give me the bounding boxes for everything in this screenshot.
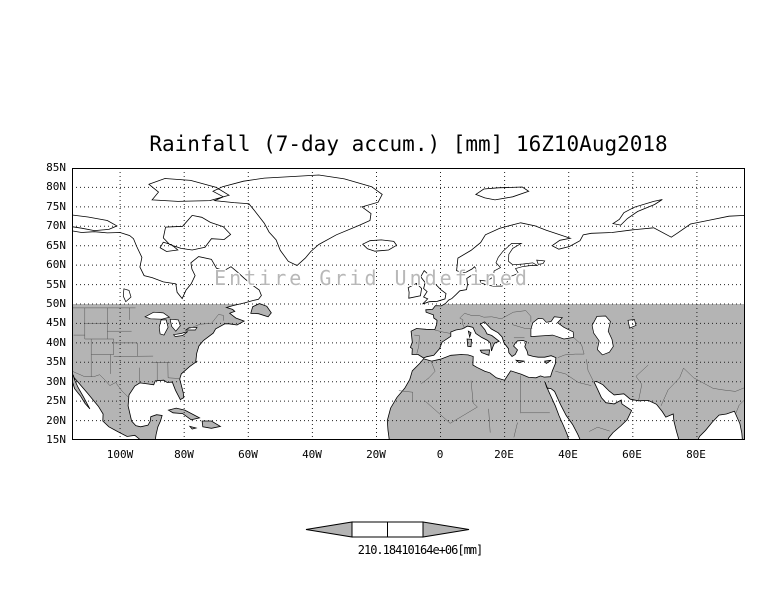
colorbar-left-arrow-icon	[305, 521, 353, 538]
x-axis-tick-label: 80W	[174, 448, 194, 461]
x-axis-tick-label: 40W	[302, 448, 322, 461]
y-axis-tick-label: 40N	[46, 336, 66, 349]
y-axis-tick-label: 55N	[46, 278, 66, 291]
y-axis-tick-label: 80N	[46, 180, 66, 193]
y-axis-tick-label: 70N	[46, 219, 66, 232]
y-axis-tick-label: 20N	[46, 414, 66, 427]
y-axis-tick-label: 30N	[46, 375, 66, 388]
colorbar-label: 210.18410164e+06[mm]	[357, 543, 484, 557]
y-axis-tick-label: 15N	[46, 433, 66, 446]
x-axis-tick-label: 20W	[366, 448, 386, 461]
x-axis-tick-label: 80E	[686, 448, 706, 461]
y-axis-tick-label: 45N	[46, 316, 66, 329]
x-axis-tick-label: 60E	[622, 448, 642, 461]
x-axis-tick-label: 100W	[106, 448, 134, 461]
x-axis-tick-label: 60W	[238, 448, 258, 461]
colorbar	[305, 521, 470, 538]
x-axis-tick-label: 20E	[494, 448, 514, 461]
y-axis-tick-label: 65N	[46, 239, 66, 252]
plot-title: Rainfall (7-day accum.) [mm] 16Z10Aug201…	[149, 132, 668, 156]
map-plot-area: Entire Grid Undefined	[72, 168, 745, 440]
colorbar-right-arrow-icon	[422, 521, 470, 538]
y-axis-tick-label: 25N	[46, 394, 66, 407]
y-axis-tick-label: 35N	[46, 355, 66, 368]
undefined-annotation: Entire Grid Undefined	[214, 266, 530, 290]
y-axis-tick-label: 75N	[46, 200, 66, 213]
y-axis-tick-label: 85N	[46, 161, 66, 174]
y-axis-tick-label: 50N	[46, 297, 66, 310]
x-axis-tick-label: 0	[436, 448, 444, 461]
y-axis-tick-label: 60N	[46, 258, 66, 271]
world-map-canvas	[72, 168, 745, 440]
x-axis-tick-label: 40E	[558, 448, 578, 461]
